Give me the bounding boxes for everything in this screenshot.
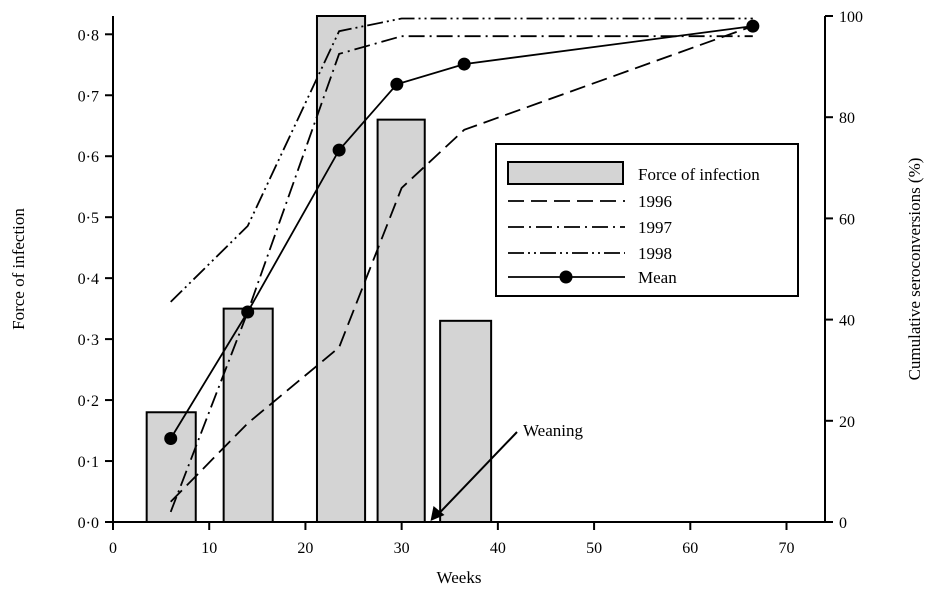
bars-layer bbox=[145, 15, 493, 524]
x-tick-label: 60 bbox=[682, 540, 698, 557]
legend-label-1998: 1998 bbox=[638, 244, 672, 263]
series-line-1996 bbox=[170, 25, 754, 503]
legend-label-1996: 1996 bbox=[638, 192, 672, 211]
mean-point-5 bbox=[746, 19, 760, 33]
y-left-tick-label: 0·5 bbox=[78, 210, 99, 227]
bar-3 bbox=[376, 118, 426, 524]
y-left-tick-label: 0·6 bbox=[78, 149, 99, 166]
y-right-tick-label: 40 bbox=[839, 313, 855, 330]
legend-marker-mean bbox=[559, 270, 573, 284]
y-left-tick-label: 0·2 bbox=[78, 393, 99, 410]
mean-point-1 bbox=[241, 305, 255, 319]
legend-label-force: Force of infection bbox=[638, 165, 760, 184]
legend-swatch-bar bbox=[507, 161, 624, 185]
x-tick-label: 30 bbox=[394, 540, 410, 557]
y-left-axis-title: Force of infection bbox=[9, 208, 28, 330]
x-tick-label: 10 bbox=[201, 540, 217, 557]
y-right-axis-title: Cumulative seroconversions (%) bbox=[905, 158, 924, 381]
bar-2 bbox=[315, 15, 367, 523]
y-right-tick-label: 100 bbox=[839, 9, 863, 26]
legend: Force of infection 1996 1997 1998 Mean bbox=[495, 143, 799, 297]
y-left-tick-label: 0·7 bbox=[78, 88, 99, 105]
x-tick-label: 20 bbox=[297, 540, 313, 557]
mean-point-4 bbox=[457, 57, 471, 71]
x-tick-label: 0 bbox=[109, 540, 117, 557]
annotation-arrow-line bbox=[435, 431, 518, 517]
series-line-1998 bbox=[170, 17, 753, 303]
y-right-tick-label: 60 bbox=[839, 211, 855, 228]
y-right-tick-label: 20 bbox=[839, 414, 855, 431]
series-line-1997 bbox=[169, 35, 753, 513]
bar-0 bbox=[145, 411, 197, 523]
mean-point-2 bbox=[332, 143, 346, 157]
y-left-tick-label: 0·3 bbox=[78, 332, 99, 349]
x-axis-title: Weeks bbox=[437, 568, 482, 587]
axes-layer: 0 10 20 30 40 50 60 70 0·0 0·1 0·2 0·3 0·4 0·5 0·6 0·7 0… bbox=[9, 9, 924, 587]
legend-label-1997: 1997 bbox=[638, 218, 673, 237]
legend-label-mean: Mean bbox=[638, 268, 677, 287]
y-left-tick-label: 0·1 bbox=[78, 454, 99, 471]
x-tick-label: 40 bbox=[490, 540, 506, 557]
y-left-tick-label: 0·4 bbox=[78, 271, 99, 288]
series-line-mean bbox=[169, 25, 753, 439]
bar-4 bbox=[439, 319, 493, 523]
y-right-tick-label: 80 bbox=[839, 110, 855, 127]
annotation-weaning: Weaning bbox=[523, 421, 583, 440]
y-left-tick-label: 0·8 bbox=[78, 27, 99, 44]
y-right-tick-label: 0 bbox=[839, 515, 847, 532]
x-tick-label: 50 bbox=[586, 540, 602, 557]
mean-point-3 bbox=[390, 77, 404, 91]
y-left-tick-label: 0·0 bbox=[78, 515, 99, 532]
lines-layer bbox=[164, 17, 760, 513]
bar-1 bbox=[222, 307, 274, 523]
mean-point-0 bbox=[164, 432, 178, 446]
annotation-arrow-head bbox=[430, 506, 445, 521]
x-tick-label: 70 bbox=[779, 540, 795, 557]
annotations: Weaning bbox=[430, 421, 583, 521]
